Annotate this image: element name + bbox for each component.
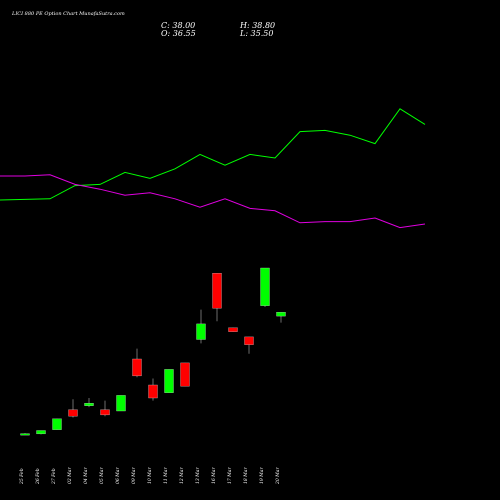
x-tick-label: 12 Mar (179, 467, 185, 484)
x-tick-label: 09 Mar (131, 467, 137, 484)
x-tick-label: 26 Feb (35, 468, 41, 485)
x-tick-label: 27 Feb (51, 468, 57, 485)
x-tick-label: 25 Feb (19, 468, 25, 485)
close-readout: C: 38.00 (161, 21, 195, 30)
high-readout: H: 38.80 (239, 21, 275, 30)
candle-body (84, 403, 94, 406)
candle-body (212, 273, 222, 309)
candles (20, 267, 286, 436)
x-axis-ticks: 25 Feb 26 Feb 27 Feb 02 Mar 04 Mar 05 Mar 06 M… (19, 467, 281, 485)
candle-body (68, 409, 78, 417)
candle-body (260, 267, 270, 306)
candle-body (180, 362, 190, 387)
candle-body (20, 433, 30, 436)
candle-body (36, 430, 46, 435)
candle-body (100, 409, 110, 416)
candle-body (196, 323, 206, 340)
candle-body (148, 384, 158, 399)
candle-body (132, 358, 142, 377)
x-tick-label: 06 Mar (115, 467, 121, 484)
x-tick-label: 18 Mar (243, 467, 249, 484)
candle-body (52, 418, 62, 430)
x-tick-label: 16 Mar (211, 467, 217, 484)
x-tick-label: 11 Mar (163, 467, 169, 484)
candle-body (244, 336, 254, 345)
chart-title: LICI 880 PE Option Chart MunafaSutra.com (11, 11, 125, 17)
x-tick-label: 13 Mar (195, 467, 201, 484)
indicator-line-2 (0, 174, 426, 229)
indicator-line-1 (0, 108, 426, 201)
open-readout: O: 36.55 (161, 29, 196, 38)
x-tick-label: 04 Mar (83, 467, 89, 484)
candle-body (164, 369, 174, 393)
candle-body (276, 312, 286, 317)
x-tick-label: 02 Mar (67, 467, 73, 484)
indicator-lines (0, 108, 426, 229)
x-tick-label: 10 Mar (147, 467, 153, 484)
x-tick-label: 19 Mar (259, 467, 265, 484)
x-tick-label: 05 Mar (99, 467, 105, 484)
x-tick-label: 20 Mar (275, 467, 281, 485)
candle-body (228, 327, 238, 332)
candle-body (116, 395, 126, 412)
x-tick-label: 17 Mar (227, 467, 233, 484)
low-readout: L: 35.50 (239, 29, 273, 38)
